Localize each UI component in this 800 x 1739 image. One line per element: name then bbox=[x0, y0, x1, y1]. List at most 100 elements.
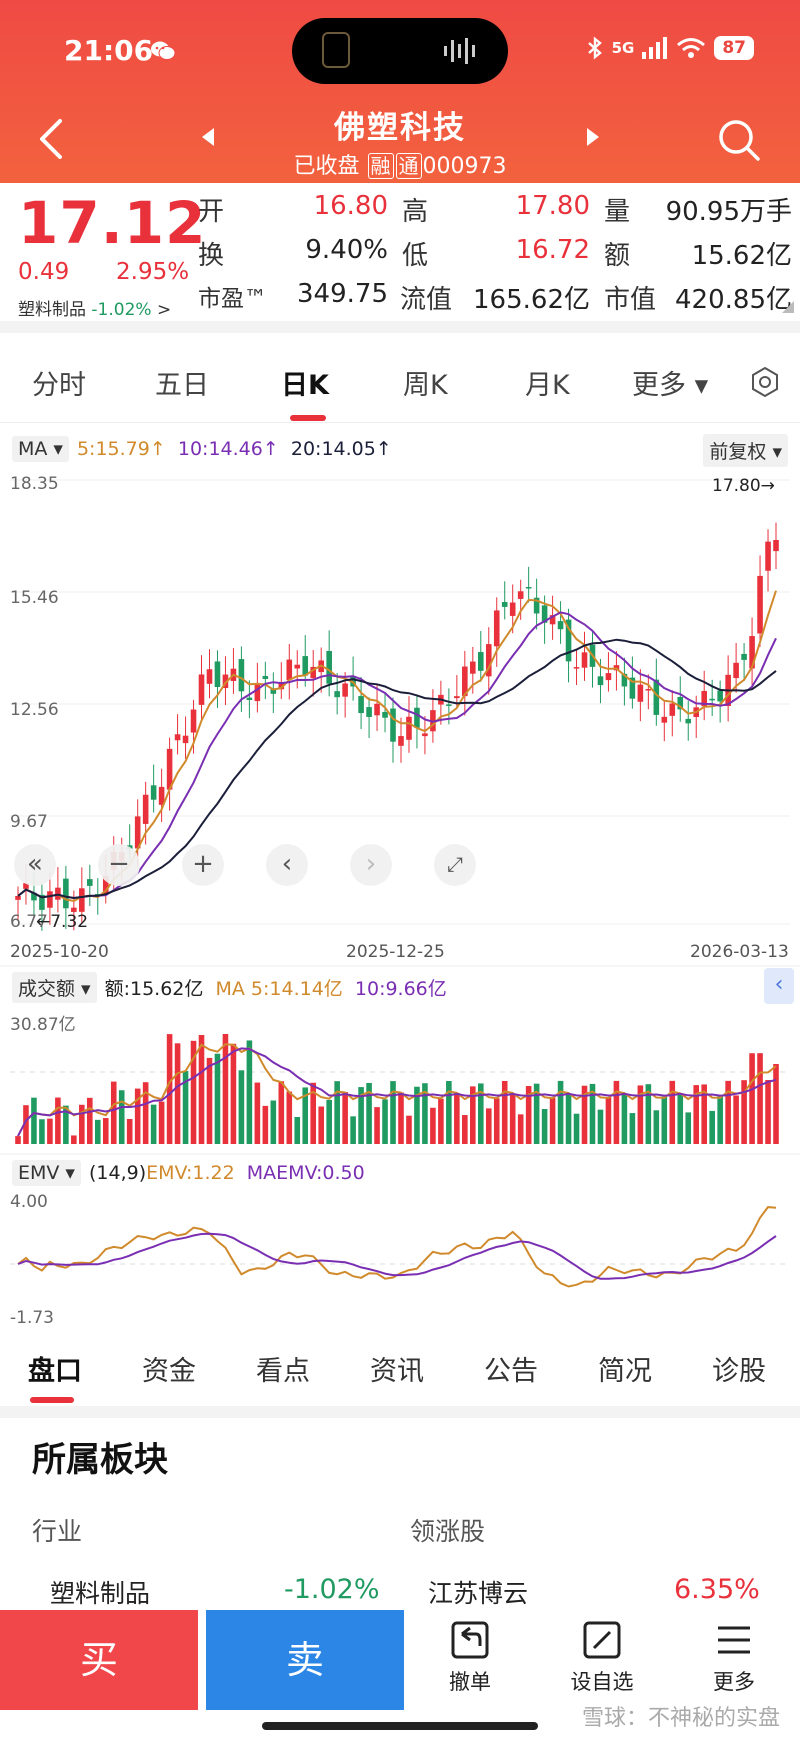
ma5-value: 5:15.79↑ bbox=[76, 438, 166, 460]
home-indicator bbox=[262, 1722, 538, 1730]
y-label-3: 12.56 bbox=[10, 700, 59, 720]
volume-bar bbox=[246, 1040, 253, 1144]
candle-body bbox=[23, 883, 29, 889]
zoom-out-button[interactable]: − bbox=[98, 844, 140, 886]
prev-stock-icon[interactable] bbox=[200, 126, 216, 148]
tab-news[interactable]: 资讯 bbox=[370, 1356, 424, 1387]
volume-bar bbox=[390, 1081, 396, 1144]
candle-body bbox=[541, 605, 548, 623]
volume-bar bbox=[613, 1080, 620, 1144]
tab-weekly-k[interactable]: 周K bbox=[403, 370, 448, 401]
cancel-order-button[interactable]: 撤单 bbox=[410, 1620, 530, 1710]
detail-tabs: 盘口 资金 看点 资讯 公告 简况 诊股 bbox=[0, 1337, 800, 1407]
candle-body bbox=[414, 707, 420, 728]
tab-handicap[interactable]: 盘口 bbox=[28, 1356, 82, 1387]
candle-body bbox=[629, 677, 636, 699]
stock-code: 000973 bbox=[422, 154, 507, 179]
candle-body bbox=[222, 674, 229, 689]
candle-body bbox=[15, 896, 21, 900]
candle-body bbox=[749, 636, 755, 669]
volume-bar bbox=[661, 1096, 668, 1144]
mkt-cap-value: 420.85亿 bbox=[675, 285, 792, 315]
volume-bar bbox=[79, 1104, 85, 1144]
candle-body bbox=[621, 673, 628, 687]
candle-body bbox=[342, 683, 348, 697]
volume-bar bbox=[47, 1118, 53, 1144]
ma20-value: 20:14.05↑ bbox=[290, 438, 392, 460]
candle-body bbox=[63, 878, 69, 909]
volume-bar bbox=[549, 1097, 556, 1144]
chevron-right-icon: > bbox=[156, 300, 172, 320]
watermark: 雪球：不神秘的实盘 bbox=[581, 1706, 780, 1731]
scroll-right-button[interactable]: › bbox=[350, 844, 392, 886]
menu-icon bbox=[718, 1626, 750, 1654]
quote-panel: 17.12 0.49 2.95% 塑料制品 -1.02% > 开 16.80 高… bbox=[0, 183, 800, 323]
candle-body bbox=[246, 697, 253, 700]
volume-bar bbox=[477, 1083, 484, 1144]
volume-selector[interactable]: 成交额 ▾ bbox=[12, 972, 97, 1003]
sector-link[interactable]: 塑料制品 -1.02% > bbox=[18, 295, 171, 320]
volume-bar bbox=[342, 1092, 348, 1144]
more-button[interactable]: 更多 bbox=[674, 1620, 794, 1710]
sell-button[interactable]: 卖 bbox=[206, 1610, 404, 1710]
candle-body bbox=[71, 907, 77, 912]
tab-five-day[interactable]: 五日 bbox=[155, 370, 209, 401]
tab-diagnosis[interactable]: 诊股 bbox=[712, 1356, 766, 1387]
tab-more[interactable]: 更多 ▾ bbox=[632, 370, 709, 401]
divider bbox=[0, 1406, 800, 1418]
candle-body bbox=[294, 664, 301, 669]
volume-bar bbox=[102, 1118, 109, 1144]
price-change-pct: 2.95% bbox=[116, 259, 190, 285]
emv-selector[interactable]: EMV ▾ bbox=[12, 1160, 81, 1186]
candle-body bbox=[254, 683, 261, 702]
tab-announcements[interactable]: 公告 bbox=[484, 1356, 538, 1387]
next-stock-icon[interactable] bbox=[585, 126, 601, 148]
scroll-left-button[interactable]: ‹ bbox=[266, 844, 308, 886]
search-icon[interactable] bbox=[716, 117, 762, 163]
volume-bar bbox=[206, 1057, 213, 1144]
volume-bar bbox=[629, 1113, 636, 1144]
settings-gear-icon[interactable] bbox=[748, 365, 782, 399]
open-label: 开 bbox=[198, 197, 225, 227]
candle-body bbox=[517, 591, 524, 599]
fullscreen-button[interactable]: ⤢ bbox=[434, 844, 476, 886]
candle-body bbox=[757, 575, 763, 634]
y-label-4: 9.67 bbox=[10, 812, 48, 832]
wifi-icon bbox=[677, 38, 706, 58]
open-value: 16.80 bbox=[313, 191, 388, 221]
collapse-panel-button[interactable]: ‹ bbox=[764, 968, 794, 1004]
tab-intraday[interactable]: 分时 bbox=[32, 370, 86, 401]
volume-bar bbox=[150, 1104, 157, 1144]
volume-bar bbox=[278, 1081, 285, 1144]
tab-indicator bbox=[30, 1397, 74, 1403]
add-watchlist-button[interactable]: 设自选 bbox=[542, 1620, 662, 1710]
volume-bar bbox=[382, 1099, 388, 1144]
volume-bar bbox=[182, 1070, 189, 1144]
tab-capital[interactable]: 资金 bbox=[142, 1356, 196, 1387]
kline-chart[interactable] bbox=[0, 424, 800, 1334]
tab-profile[interactable]: 简况 bbox=[598, 1356, 652, 1387]
volume-bar bbox=[222, 1034, 229, 1144]
candle-body bbox=[661, 716, 668, 723]
candle-body bbox=[374, 703, 380, 716]
volume-bar bbox=[701, 1084, 707, 1144]
expand-corner-icon[interactable] bbox=[782, 301, 794, 313]
zoom-in-button[interactable]: + bbox=[182, 844, 224, 886]
tab-monthly-k[interactable]: 月K bbox=[525, 370, 570, 401]
candle-body bbox=[87, 879, 93, 886]
leader-name[interactable]: 江苏博云 bbox=[428, 1579, 529, 1608]
rewind-button[interactable]: « bbox=[14, 844, 56, 886]
tab-highlights[interactable]: 看点 bbox=[256, 1356, 310, 1387]
industry-name[interactable]: 塑料制品 bbox=[50, 1579, 151, 1608]
back-icon[interactable] bbox=[36, 117, 66, 161]
ma-selector[interactable]: MA ▾ bbox=[12, 436, 69, 462]
volume-bar bbox=[254, 1082, 261, 1144]
adjust-selector[interactable]: 前复权 ▾ bbox=[703, 434, 788, 467]
candle-body bbox=[669, 703, 676, 716]
sector-name: 塑料制品 bbox=[18, 300, 86, 320]
candle-body bbox=[366, 707, 372, 717]
volume-bar bbox=[446, 1081, 452, 1144]
candle-body bbox=[302, 656, 309, 676]
tab-daily-k[interactable]: 日K bbox=[281, 370, 329, 401]
buy-button[interactable]: 买 bbox=[0, 1610, 198, 1710]
